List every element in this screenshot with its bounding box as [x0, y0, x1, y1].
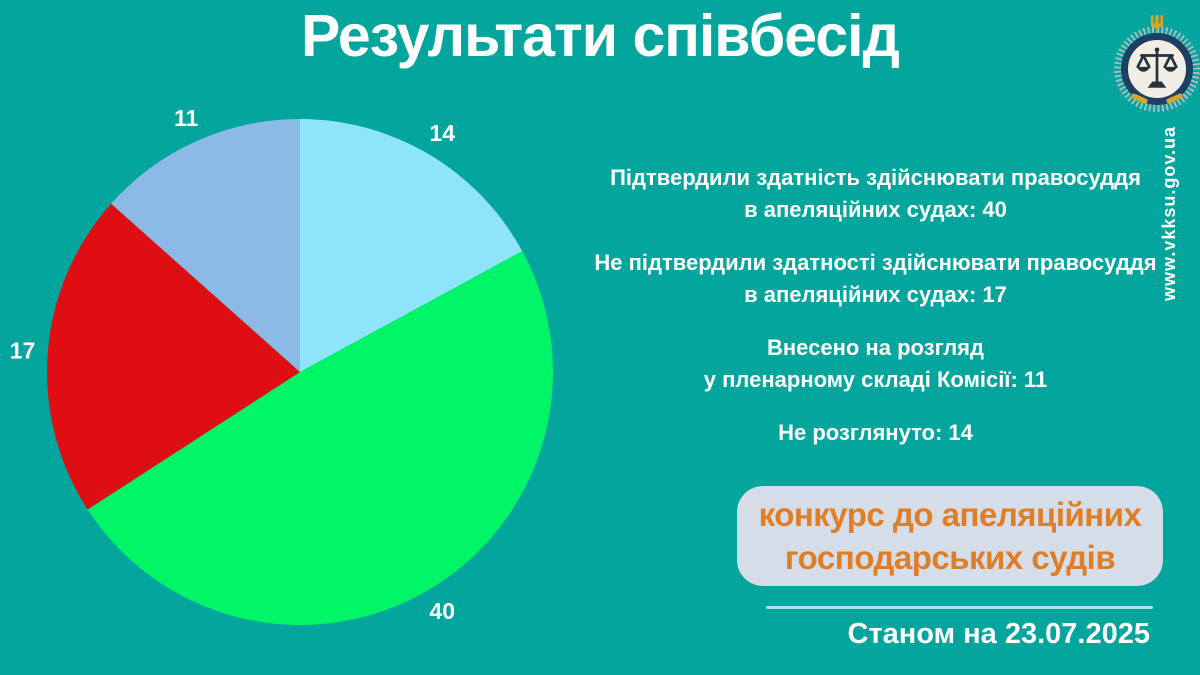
pie-value-label: 40	[429, 598, 455, 624]
competition-badge: конкурс до апеляційних господарських суд…	[737, 486, 1163, 586]
pie-slice-14	[300, 119, 523, 372]
badge-line: господарських судів	[784, 539, 1116, 576]
legend-item-confirmed: Підтвердили здатність здійснювати правос…	[588, 162, 1163, 226]
pie-slice-11	[111, 119, 300, 372]
pie-value-label: 11	[174, 105, 199, 131]
legend-text: в апеляційних судах: 40	[744, 197, 1007, 222]
badge-line: конкурс до апеляційних	[758, 496, 1142, 533]
website-url: www.vkksu.gov.ua	[1159, 125, 1179, 301]
emblem-ring	[1121, 33, 1193, 105]
legend: Підтвердили здатність здійснювати правос…	[588, 162, 1163, 470]
pie-value-label: 17	[10, 338, 36, 364]
scales-of-justice-icon	[1136, 47, 1178, 88]
legend-item-not-considered: Не розглянуто: 14	[588, 417, 1163, 449]
pie-slice-17	[46, 203, 300, 510]
trident-icon	[1150, 15, 1164, 33]
date-label: Станом на 23.07.2025	[847, 618, 1150, 650]
vkksu-emblem-logo	[1111, 14, 1200, 116]
legend-text: в апеляційних судах: 17	[744, 282, 1007, 307]
legend-text: Не розглянуто: 14	[778, 420, 973, 445]
legend-text: Підтвердили здатність здійснювати правос…	[610, 165, 1141, 190]
legend-text: Не підтвердили здатності здійснювати пра…	[594, 250, 1157, 275]
legend-item-plenary: Внесено на розгляд у пленарному складі К…	[588, 332, 1163, 396]
divider-line	[766, 606, 1153, 609]
page-title: Результати співбесід	[301, 3, 900, 69]
legend-text: Внесено на розгляд	[767, 335, 984, 360]
pie-value-label: 14	[429, 120, 455, 146]
pie-slice-40	[87, 251, 554, 626]
legend-item-not-confirmed: Не підтвердили здатності здійснювати пра…	[588, 247, 1163, 311]
legend-text: у пленарному складі Комісії: 11	[703, 367, 1048, 392]
